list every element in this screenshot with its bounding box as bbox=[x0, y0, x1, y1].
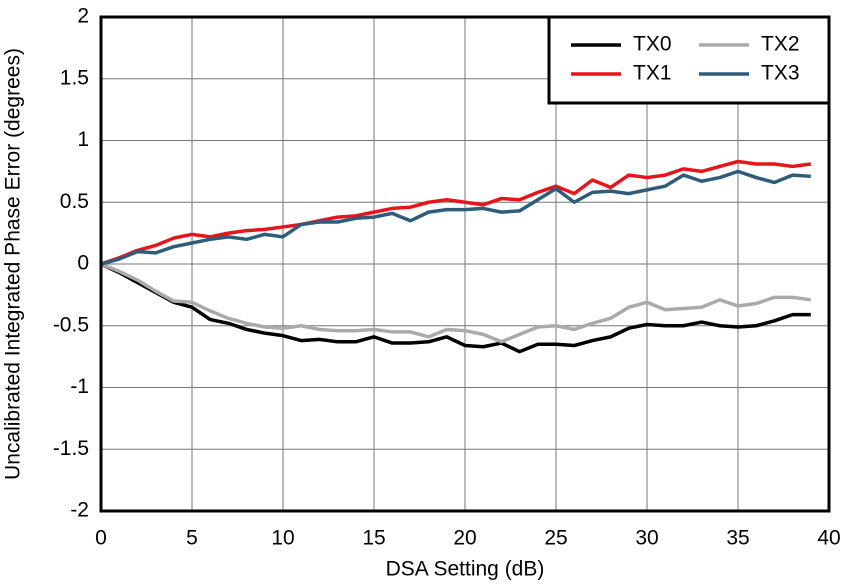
y-tick-label: -1.5 bbox=[53, 437, 89, 460]
series-line bbox=[100, 159, 812, 266]
legend-label: TX0 bbox=[633, 33, 672, 56]
legend-label: TX3 bbox=[761, 62, 800, 85]
x-tick-label: 25 bbox=[544, 527, 567, 550]
x-tick-label: 30 bbox=[635, 527, 658, 550]
y-tick-label: 0 bbox=[77, 252, 89, 275]
series-line bbox=[100, 262, 812, 344]
y-tick-label: 1.5 bbox=[60, 66, 89, 89]
y-tick-label: -2 bbox=[70, 499, 89, 522]
series-line bbox=[100, 169, 811, 266]
x-tick-label: 20 bbox=[453, 527, 476, 550]
y-tick-label: -1 bbox=[70, 375, 89, 398]
y-tick-label: 2 bbox=[77, 5, 89, 28]
y-tick-label: -0.5 bbox=[53, 313, 89, 336]
y-tick-label: 0.5 bbox=[60, 190, 89, 213]
x-tick-label: 40 bbox=[817, 527, 840, 550]
plot-frame bbox=[99, 15, 831, 513]
series-line bbox=[100, 262, 811, 354]
x-tick-label: 35 bbox=[726, 527, 749, 550]
x-tick-label: 15 bbox=[362, 527, 385, 550]
legend-box bbox=[547, 15, 831, 105]
legend-label: TX1 bbox=[633, 62, 672, 85]
x-axis-label: DSA Setting (dB) bbox=[386, 558, 545, 581]
legend-label: TX2 bbox=[761, 33, 800, 56]
x-tick-label: 0 bbox=[95, 527, 107, 550]
y-axis-label: Uncalibrated Integrated Phase Error (deg… bbox=[2, 48, 25, 480]
x-tick-label: 5 bbox=[186, 527, 198, 550]
x-tick-label: 10 bbox=[271, 527, 294, 550]
y-tick-label: 1 bbox=[77, 128, 89, 151]
